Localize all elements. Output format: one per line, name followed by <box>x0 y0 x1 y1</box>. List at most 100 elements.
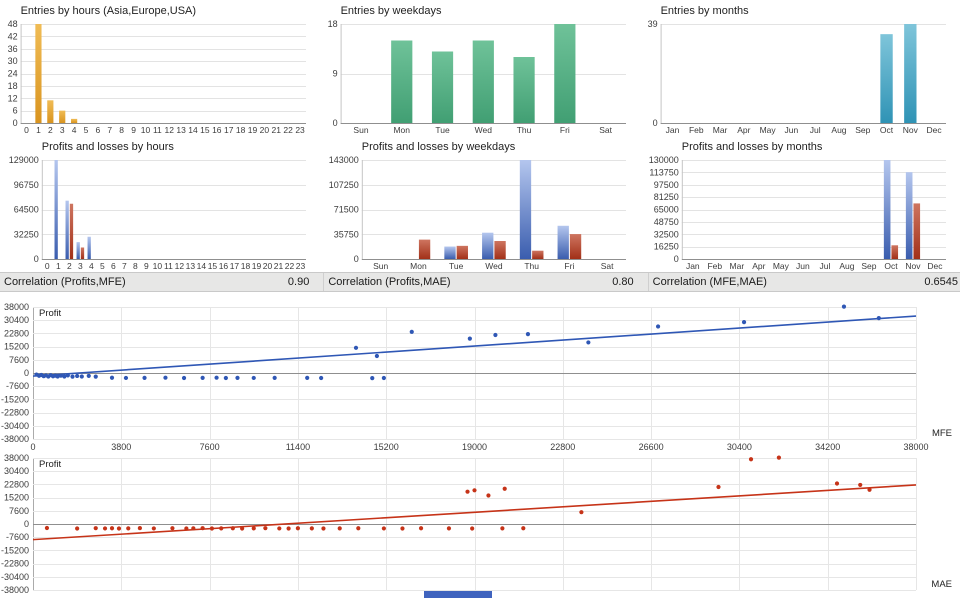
x-tick-label: 38000 <box>903 442 928 452</box>
horizontal-scrollbar-thumb[interactable] <box>424 591 492 598</box>
x-tick-label: May <box>773 261 790 271</box>
x-tick-label: 11 <box>153 125 162 135</box>
y-tick-label: 6 <box>13 106 18 116</box>
scatter-point <box>586 340 591 345</box>
y-tick-label: 0 <box>333 118 338 128</box>
scatter-point <box>200 375 205 380</box>
scatter-point <box>381 375 386 381</box>
profit-mae-scatter-chart: -38000 -30400 -22800 -15200 -7600 0 7600 15200 2… <box>1 453 952 595</box>
x-tick-label: 15200 <box>374 442 399 452</box>
y-tick-label: 38000 <box>4 453 29 463</box>
bar-value <box>35 24 42 123</box>
y-tick-label: 129000 <box>9 155 39 165</box>
scatter-point <box>286 526 291 531</box>
y-tick-label: 48 <box>8 19 18 29</box>
bar-profits <box>557 225 569 259</box>
bar-losses <box>913 203 921 259</box>
chart-entries-by-hours: Entries by hours (Asia,Europe,USA) 0 6 12 1… <box>0 0 320 136</box>
bar-profits <box>65 200 69 259</box>
y-tick-label: 32250 <box>14 229 39 239</box>
bar-value <box>472 40 494 123</box>
profits-losses-by-weekdays-chart: 0 35750 71500 107250 143000 Sun Mon Tue Wed Thu Fr… <box>329 155 626 271</box>
x-tick-label: 3800 <box>111 442 131 452</box>
scatter-point <box>876 316 881 321</box>
scatter-point <box>776 455 782 460</box>
bar-losses <box>456 245 468 259</box>
trend-line <box>32 315 917 377</box>
bar-losses <box>532 250 544 259</box>
x-tick-label: 9 <box>131 125 136 135</box>
y-tick-label: 0 <box>13 118 18 128</box>
chart-profits-losses-by-months: Profits and losses by months 0 16250 32500… <box>640 136 960 272</box>
x-tick-label: 21 <box>272 125 282 135</box>
scatter-point <box>214 375 219 380</box>
x-tick-label: Dec <box>927 261 943 271</box>
y-tick-label: 113750 <box>649 167 678 177</box>
scatter-point <box>44 525 50 531</box>
scatter-point <box>116 526 122 531</box>
scatter-point <box>470 526 475 531</box>
scatter-point <box>62 374 67 379</box>
x-tick-label: Nov <box>903 125 919 135</box>
x-tick-label: Apr <box>737 125 750 135</box>
x-tick-label: 1 <box>36 125 41 135</box>
x-tick-label: Jul <box>810 125 821 135</box>
x-tick-label: Sun <box>373 261 388 271</box>
x-tick-label: Tue <box>449 261 464 271</box>
x-tick-label: 21 <box>274 261 284 271</box>
scatter-point <box>137 525 142 531</box>
x-tick-label: 34200 <box>815 442 840 452</box>
scatter-point <box>230 526 235 531</box>
x-tick-label: 19000 <box>462 442 487 452</box>
x-tick-label: Jan <box>686 261 700 271</box>
y-tick-label: 0 <box>24 519 29 529</box>
scatter-point <box>867 487 872 492</box>
y-tick-label: -38000 <box>1 434 29 444</box>
x-tick-label: Mar <box>713 125 728 135</box>
scatter-point <box>200 526 205 531</box>
x-tick-label: Nov <box>905 261 921 271</box>
scatter-point <box>277 526 282 531</box>
correlation-profits-mae: Correlation (Profits,MAE) 0.80 <box>324 273 649 291</box>
y-tick-label: -7600 <box>6 532 29 542</box>
x-tick-label: 18 <box>241 261 251 271</box>
scatter-point <box>486 493 491 498</box>
scatter-point <box>472 488 477 493</box>
bar-losses <box>569 234 582 259</box>
scatter-point <box>79 374 84 379</box>
scatter-point <box>521 526 526 531</box>
scatter-point <box>741 320 747 325</box>
scatter-point <box>446 526 452 531</box>
y-tick-label: 30 <box>8 56 18 66</box>
y-tick-label: -22800 <box>1 408 29 418</box>
correlation-label: Correlation (Profits,MAE) <box>328 276 451 288</box>
y-tick-label: 64500 <box>14 205 39 215</box>
x-tick-label: 23 <box>296 261 306 271</box>
profits-losses-by-months-chart: 0 16250 32500 48750 65000 81250 97500 113750 130… <box>649 155 946 271</box>
x-tick-label: 10 <box>153 261 163 271</box>
y-axis-title: Profit <box>39 308 62 319</box>
scatter-point <box>748 457 754 462</box>
x-tick-label: 11400 <box>286 442 310 452</box>
bar-value <box>513 57 535 123</box>
scatter-point <box>163 375 168 380</box>
y-tick-label: 97500 <box>654 180 679 190</box>
x-tick-label: Sep <box>855 125 870 135</box>
y-tick-label: 7600 <box>9 355 29 365</box>
x-tick-label: Oct <box>880 125 894 135</box>
scatter-point <box>86 373 91 378</box>
y-tick-label: -15200 <box>1 394 29 404</box>
x-tick-label: 0 <box>45 261 50 271</box>
scatter-point <box>841 304 847 309</box>
y-tick-label: -15200 <box>1 545 29 555</box>
x-tick-label: May <box>760 125 777 135</box>
x-tick-label: 4 <box>72 125 77 135</box>
profit-mfe-scatter-chart: 0 3800 7600 11400 15200 19000 22800 26600 30400 3… <box>1 302 952 452</box>
scatter-point <box>295 526 300 531</box>
scatter-point <box>500 526 505 531</box>
x-tick-label: 7600 <box>200 442 220 452</box>
scatter-point <box>370 376 375 381</box>
bar-value <box>904 24 917 123</box>
